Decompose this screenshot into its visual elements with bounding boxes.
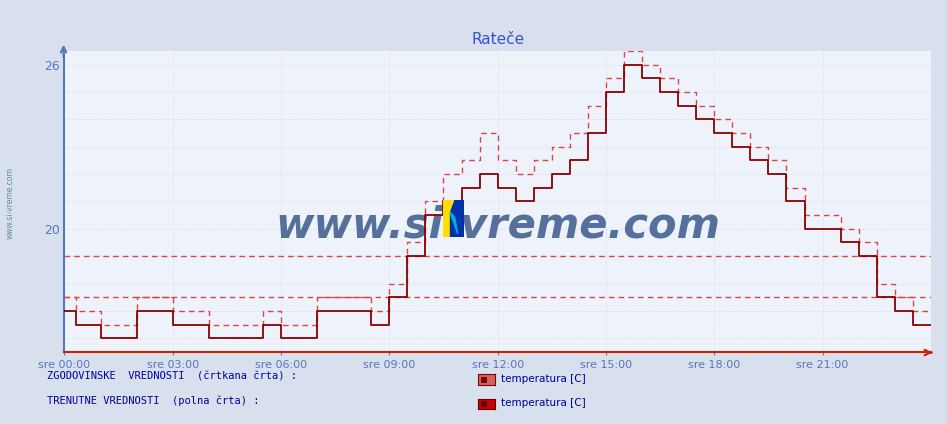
- Title: Rateče: Rateče: [471, 32, 525, 47]
- Polygon shape: [451, 200, 464, 237]
- Polygon shape: [443, 200, 453, 226]
- Text: ZGODOVINSKE  VREDNOSTI  (črtkana črta) :: ZGODOVINSKE VREDNOSTI (črtkana črta) :: [47, 371, 297, 382]
- Text: www.si-vreme.com: www.si-vreme.com: [6, 167, 15, 240]
- Text: TRENUTNE VREDNOSTI  (polna črta) :: TRENUTNE VREDNOSTI (polna črta) :: [47, 395, 259, 406]
- Text: temperatura [C]: temperatura [C]: [501, 374, 585, 384]
- Text: temperatura [C]: temperatura [C]: [501, 398, 585, 408]
- Text: www.si-vreme.com: www.si-vreme.com: [276, 204, 720, 246]
- Polygon shape: [450, 211, 457, 234]
